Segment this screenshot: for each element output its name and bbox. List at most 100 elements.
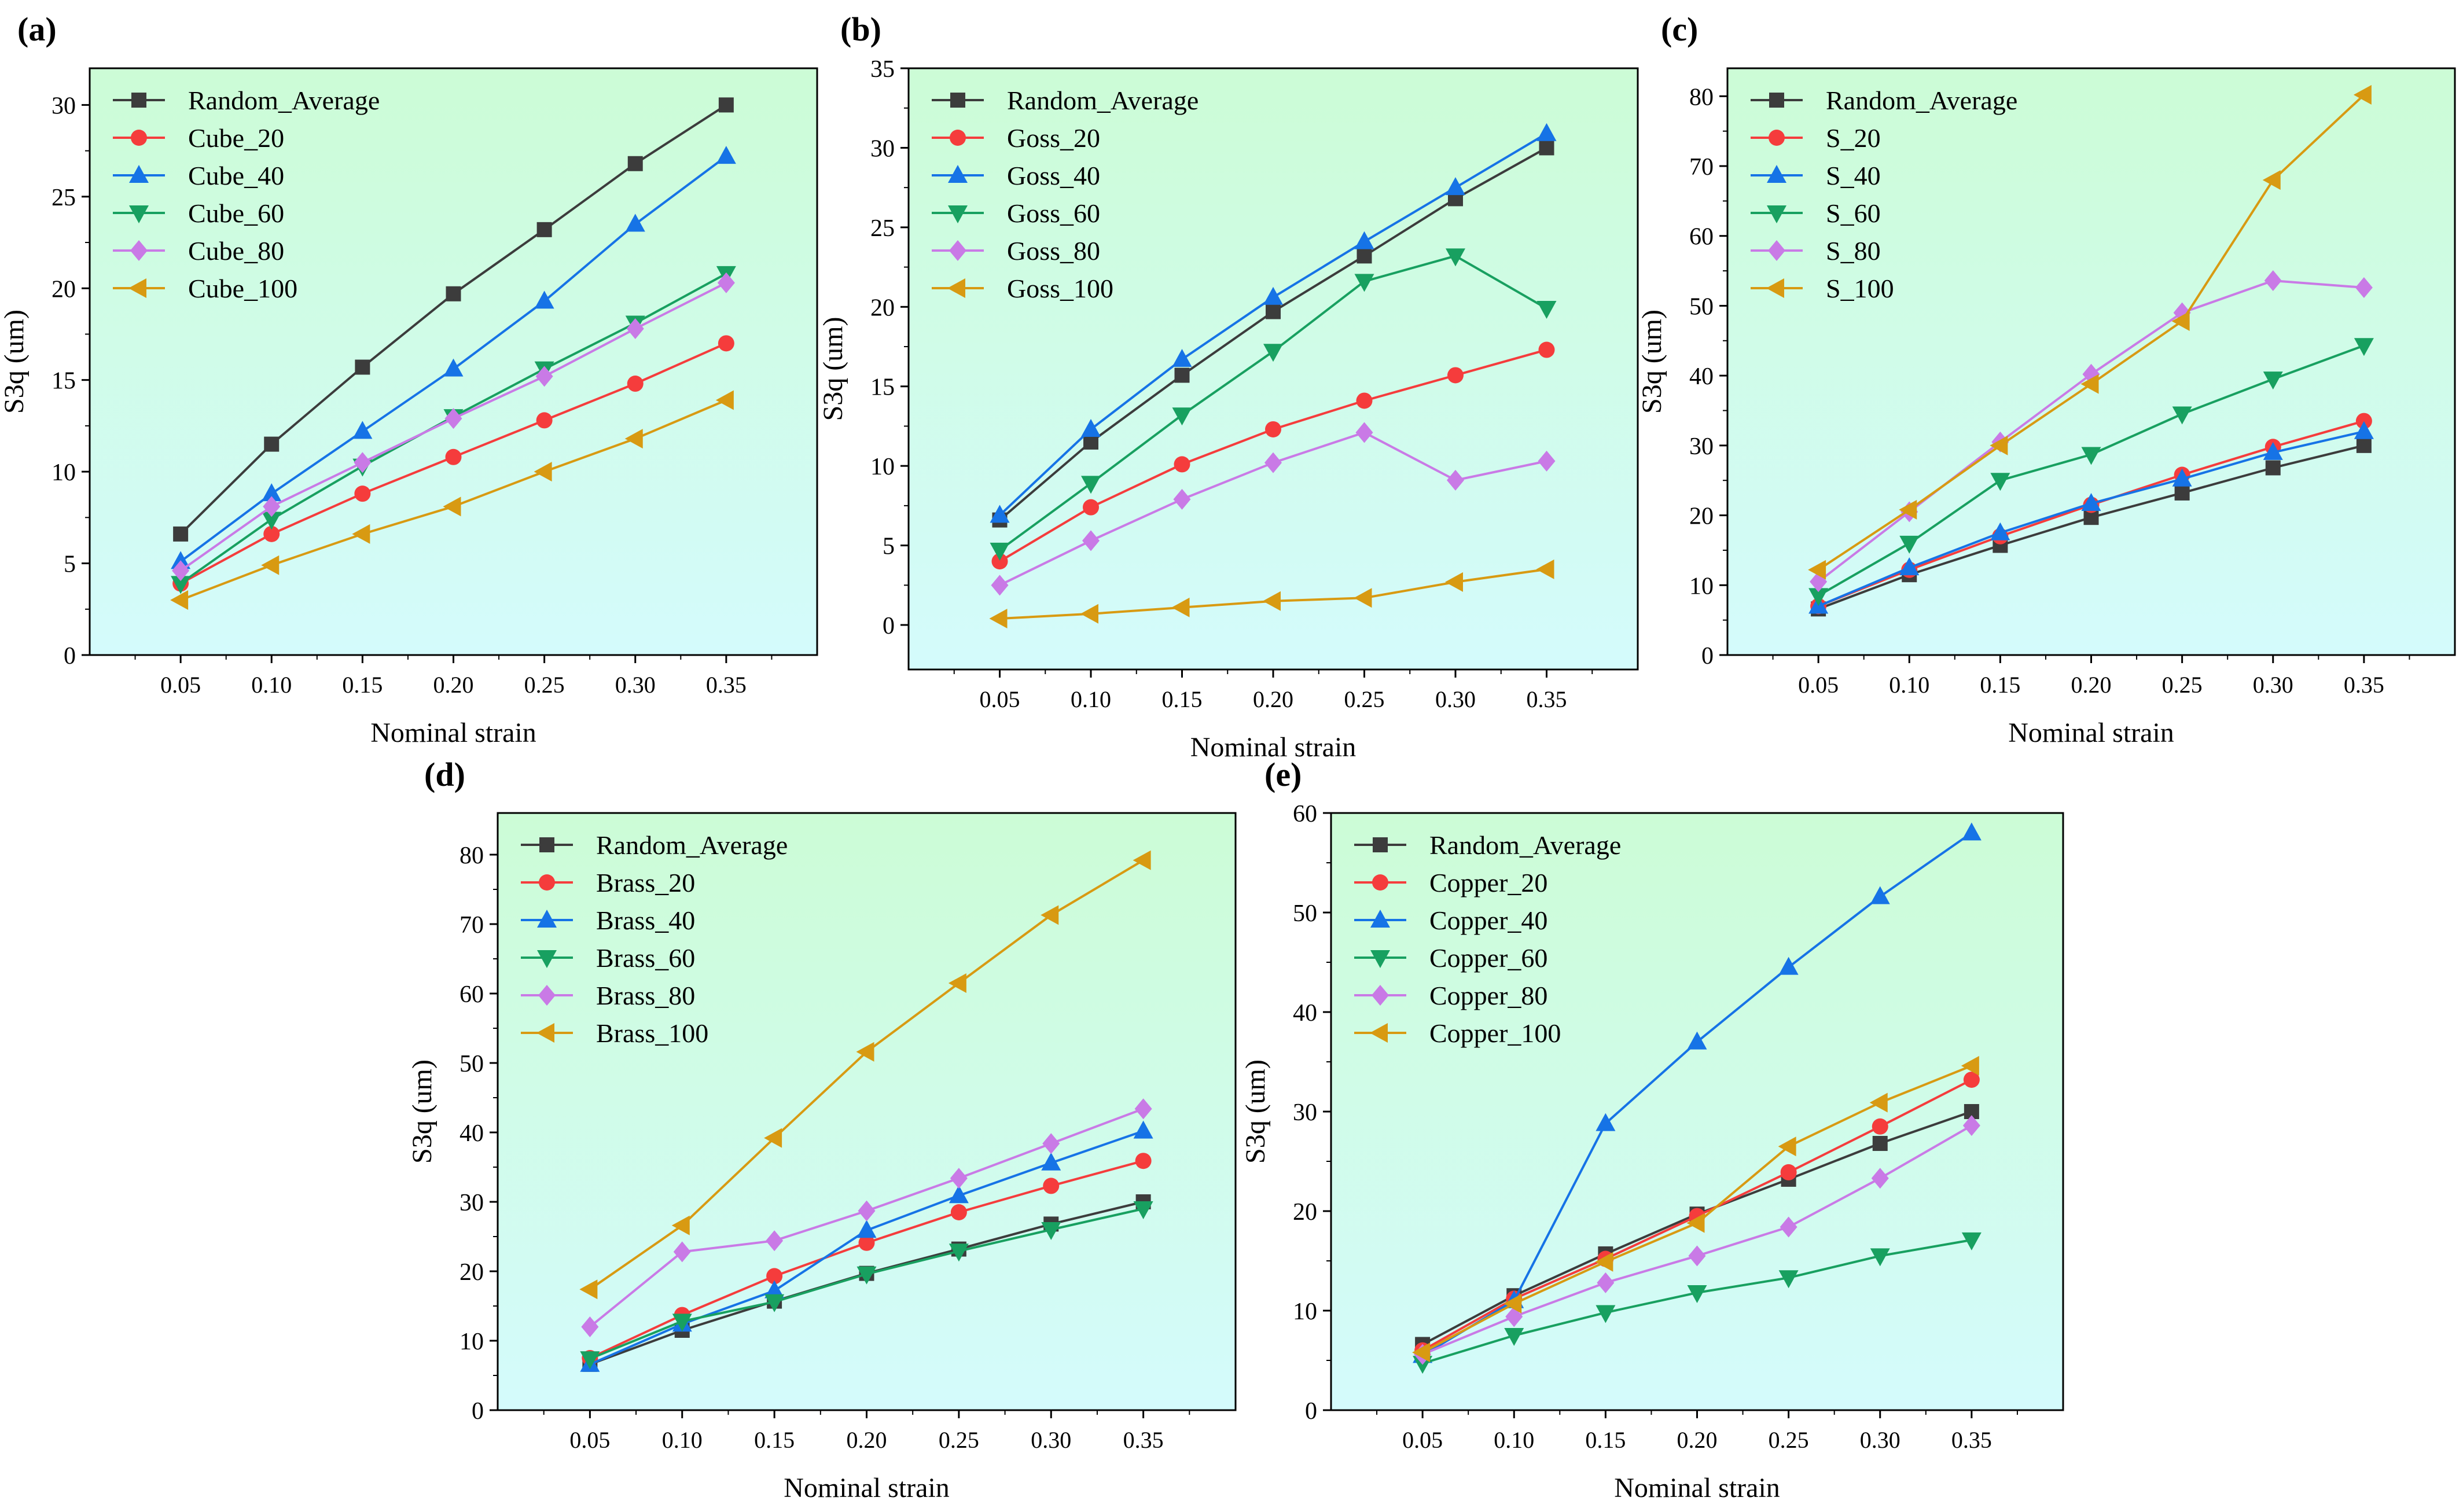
data-point <box>2355 413 2372 429</box>
x-tick-label: 0.05 <box>1402 1427 1443 1453</box>
y-tick-label: 40 <box>1293 1000 1317 1027</box>
legend-label: S_40 <box>1826 161 1881 190</box>
data-point <box>991 553 1008 570</box>
x-tick-label: 0.25 <box>524 672 565 698</box>
data-point <box>1503 1293 1522 1314</box>
data-point <box>764 1294 785 1312</box>
legend-label: Cube_20 <box>188 123 284 153</box>
data-point <box>1135 1153 1152 1169</box>
data-point <box>2353 84 2372 105</box>
data-point <box>2263 442 2283 460</box>
data-point <box>443 358 464 377</box>
y-tick-label: 0 <box>472 1398 484 1425</box>
series-cube-100 <box>170 390 734 610</box>
data-point <box>2355 277 2373 299</box>
y-tick-label: 30 <box>1689 433 1714 460</box>
series-cube-80 <box>172 272 735 582</box>
x-tick-label: 0.25 <box>2162 672 2203 698</box>
data-point <box>2263 371 2283 390</box>
data-point <box>672 1314 692 1332</box>
y-tick-label: 40 <box>459 1120 484 1147</box>
data-point <box>1263 591 1281 611</box>
data-point <box>1778 1136 1796 1157</box>
data-point <box>1872 1118 1888 1135</box>
data-point <box>1081 476 1101 494</box>
legend-marker <box>1769 130 1785 146</box>
legend-marker <box>948 205 968 223</box>
data-point <box>352 421 373 439</box>
data-point <box>1355 422 1373 443</box>
y-tick-label: 20 <box>52 276 76 303</box>
data-point <box>1961 822 1982 841</box>
data-point <box>1083 434 1098 450</box>
data-point <box>262 512 282 530</box>
legend-marker <box>539 874 555 891</box>
y-tick-label: 10 <box>459 1329 484 1355</box>
data-point <box>715 390 734 410</box>
data-point <box>1780 1164 1797 1180</box>
legend-marker <box>1767 165 1786 183</box>
legend: Random_Average Copper_20 Copper_40 Copper_6… <box>1354 830 1621 1048</box>
legend-label: Random_Average <box>596 830 788 860</box>
data-point <box>2172 468 2192 487</box>
data-point <box>1174 367 1190 383</box>
y-tick-label: 0 <box>883 613 895 639</box>
legend-marker <box>950 130 966 146</box>
series-brass-80 <box>581 1098 1152 1337</box>
legend-label: Brass_40 <box>596 906 695 935</box>
legend: Random_Average S_20 S_40 S_60 S_80 S_100 <box>1751 86 2017 303</box>
series-brass-60 <box>580 1201 1153 1370</box>
data-point <box>262 483 282 502</box>
legend-marker <box>128 278 146 298</box>
data-point <box>1042 1133 1060 1154</box>
data-point <box>1687 1285 1707 1304</box>
legend-label: Cube_80 <box>188 236 284 266</box>
data-point <box>1778 1270 1799 1289</box>
data-point <box>766 1268 783 1285</box>
x-tick-label: 0.10 <box>1889 672 1929 698</box>
x-axis-label: Nominal strain <box>1190 732 1357 763</box>
data-point <box>673 1241 691 1263</box>
data-point <box>261 555 280 575</box>
series-goss-40 <box>990 123 1557 523</box>
data-point <box>171 576 191 594</box>
x-tick-label: 0.35 <box>1951 1427 1992 1453</box>
data-point <box>354 452 372 473</box>
legend-label: Cube_40 <box>188 161 284 190</box>
data-point <box>1597 1272 1615 1293</box>
data-point <box>1266 304 1281 319</box>
legend-marker <box>949 240 966 261</box>
x-tick-label: 0.05 <box>569 1427 610 1453</box>
data-point <box>580 1351 600 1370</box>
data-point <box>858 1234 875 1251</box>
data-point <box>173 526 189 542</box>
y-tick-label: 80 <box>459 843 484 869</box>
legend-label: Copper_40 <box>1429 906 1547 935</box>
data-point <box>1080 604 1098 624</box>
series-goss-80 <box>991 422 1556 596</box>
legend-marker <box>1766 278 1784 298</box>
x-tick-label: 0.35 <box>1527 686 1567 712</box>
legend: Random_Average Cube_20 Cube_40 Cube_60 Cube_… <box>113 86 380 303</box>
x-tick-label: 0.10 <box>1071 686 1111 712</box>
data-point <box>446 286 461 301</box>
legend-marker <box>947 278 965 298</box>
data-point <box>1354 274 1374 292</box>
data-point <box>2080 374 2099 394</box>
data-point <box>1870 886 1890 904</box>
y-tick-label: 35 <box>870 56 895 83</box>
y-tick-label: 60 <box>1293 801 1317 827</box>
data-point <box>2265 460 2281 476</box>
panel-label: (c) <box>1661 10 1698 48</box>
legend-marker <box>131 93 146 108</box>
y-tick-label: 20 <box>1689 503 1714 530</box>
data-point <box>950 1168 968 1189</box>
legend-marker <box>536 1023 554 1043</box>
data-point <box>1899 557 1920 576</box>
data-point <box>1536 301 1557 319</box>
series-goss-20 <box>991 341 1555 570</box>
data-point <box>717 272 735 293</box>
legend-marker <box>1370 1023 1388 1043</box>
